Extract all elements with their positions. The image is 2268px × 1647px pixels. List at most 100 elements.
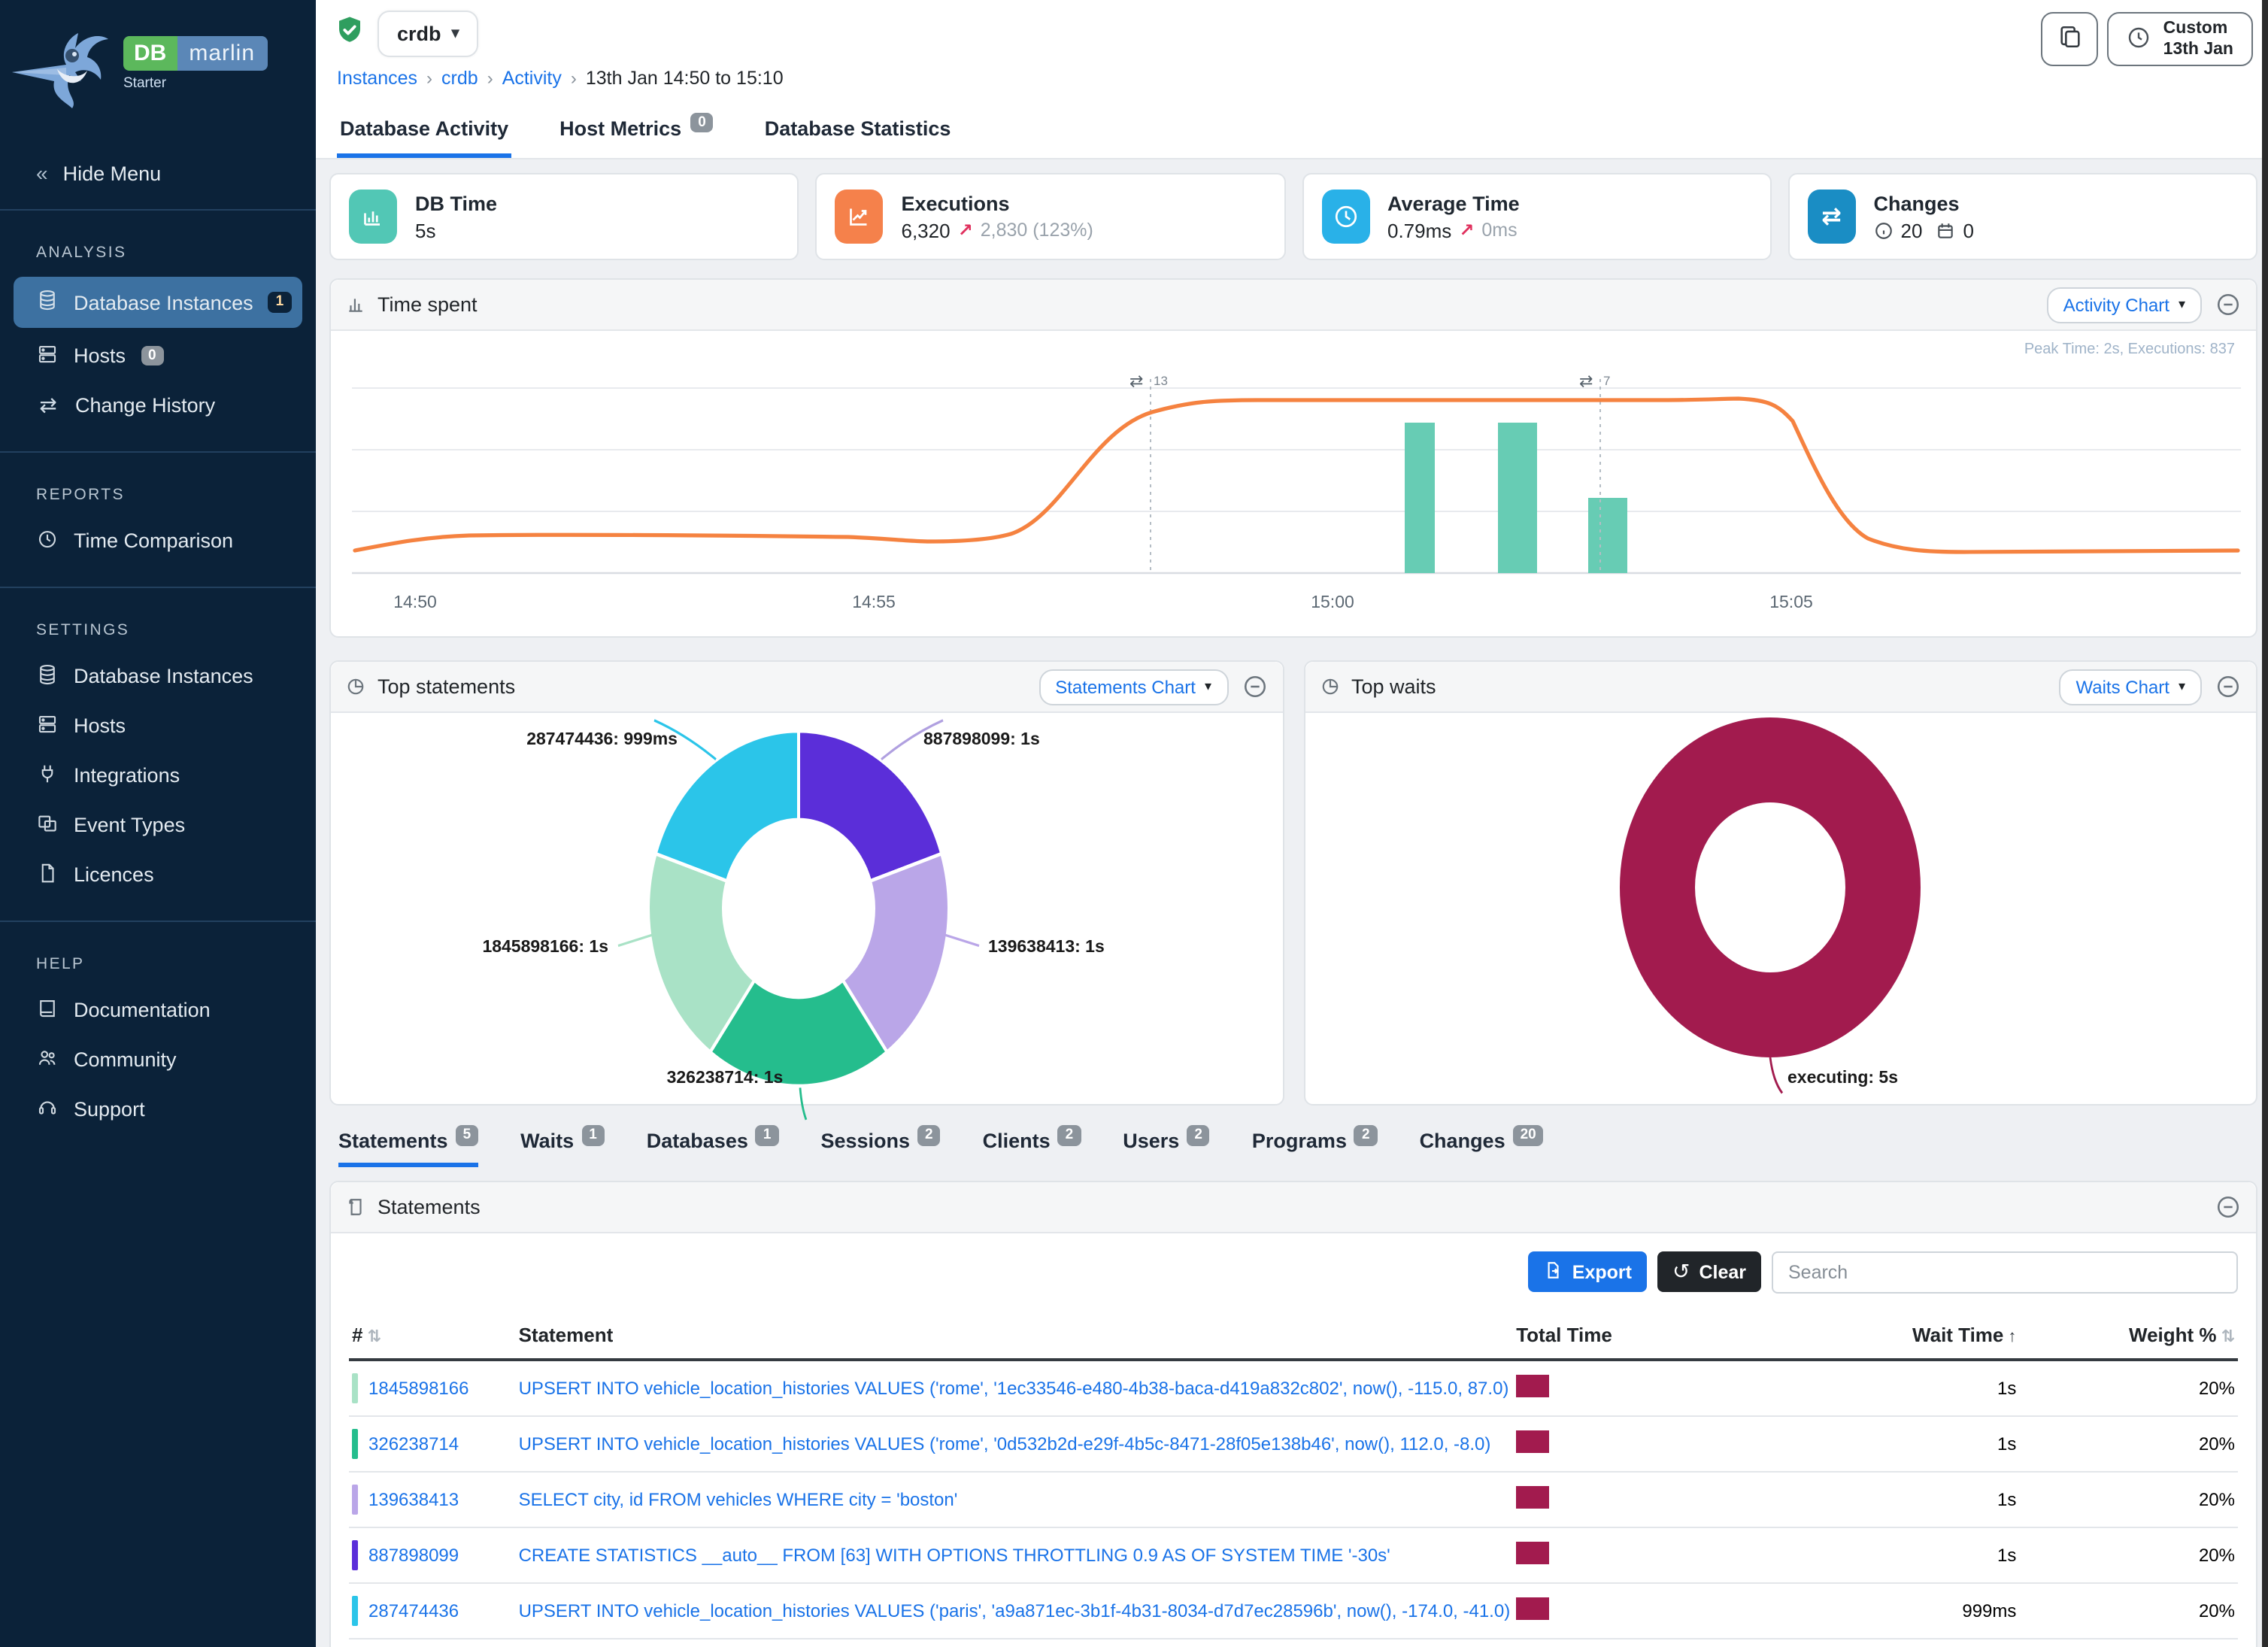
- donut-slice-287474436[interactable]: [653, 729, 800, 884]
- sidebar-item-documentation[interactable]: Documentation: [0, 985, 316, 1035]
- chevron-down-icon: ▾: [1204, 678, 1211, 693]
- minus-circle-icon[interactable]: [2215, 1194, 2241, 1220]
- tab-host-metrics[interactable]: Host Metrics 0: [556, 105, 717, 158]
- section-title: HELP: [36, 955, 85, 973]
- donut-slice-139638413[interactable]: [841, 851, 951, 1055]
- count-badge: 1: [755, 1125, 779, 1145]
- hide-menu-button[interactable]: « Hide Menu: [0, 140, 316, 211]
- count-badge: 20: [1512, 1125, 1544, 1145]
- clear-button[interactable]: ↺ Clear: [1657, 1251, 1761, 1292]
- pie-chart-icon: [346, 677, 365, 696]
- copy-link-button[interactable]: [2041, 12, 2099, 66]
- tab-clients[interactable]: Clients 2: [983, 1125, 1081, 1167]
- minus-circle-icon[interactable]: [1242, 674, 1267, 699]
- pie-chart-icon: [1320, 677, 1339, 696]
- waits-chart-selector[interactable]: Waits Chart ▾: [2059, 669, 2202, 705]
- logo-marlin-badge: marlin: [177, 36, 268, 71]
- statement-id-link[interactable]: 139638413: [368, 1489, 459, 1510]
- sidebar-item-label: Database Instances: [74, 665, 253, 687]
- sidebar-item-integrations[interactable]: Integrations: [0, 751, 316, 800]
- executions-bar: [1588, 498, 1627, 573]
- minus-circle-icon[interactable]: [2215, 674, 2241, 699]
- statement-id-link[interactable]: 887898099: [368, 1545, 459, 1566]
- search-input[interactable]: [1772, 1251, 2238, 1294]
- sort-icon: ⇅: [367, 1328, 381, 1346]
- sidebar-item-change-history[interactable]: ⇄ Change History: [0, 381, 316, 430]
- tab-database-activity[interactable]: Database Activity: [337, 105, 512, 158]
- statement-sql-link[interactable]: UPSERT INTO vehicle_location_histories V…: [518, 1600, 1511, 1621]
- tab-databases[interactable]: Databases 1: [646, 1125, 779, 1167]
- minus-circle-icon[interactable]: [2215, 292, 2241, 317]
- sidebar-item-settings-database-instances[interactable]: Database Instances: [0, 651, 316, 701]
- detail-tabs: Statements 5 Waits 1 Databases 1 Session…: [329, 1125, 2257, 1167]
- weight-cell: 20%: [2019, 1583, 2238, 1639]
- donut-label-326238714: 326238714: 1s: [666, 1069, 784, 1087]
- database-icon: [36, 663, 59, 690]
- count-badge: 2: [1187, 1125, 1210, 1145]
- donut-slice-326238714[interactable]: [708, 978, 890, 1088]
- time-range-line2: 13th Jan: [2163, 41, 2233, 59]
- wait-time-cell: 1s: [1801, 1416, 2020, 1473]
- donut-slice-887898099[interactable]: [797, 729, 944, 884]
- top-waits-header: Top waits Waits Chart ▾: [1305, 662, 2256, 713]
- time-spent-panel: Time spent Activity Chart ▾ Peak Time: 2…: [329, 278, 2257, 638]
- database-icon: [36, 289, 59, 316]
- sidebar-item-licences[interactable]: Licences: [0, 850, 316, 899]
- statement-id-link[interactable]: 326238714: [368, 1433, 459, 1454]
- donut-slice-executing[interactable]: [1619, 717, 1920, 1057]
- sidebar-item-community[interactable]: Community: [0, 1035, 316, 1084]
- weight-cell: 20%: [2019, 1416, 2238, 1473]
- time-range-button[interactable]: Custom 13th Jan: [2107, 12, 2253, 66]
- tab-users[interactable]: Users 2: [1123, 1125, 1210, 1167]
- tab-label: Databases: [646, 1130, 748, 1152]
- col-header-total-time[interactable]: Total Time: [1513, 1315, 1802, 1361]
- tab-sessions[interactable]: Sessions 2: [820, 1125, 941, 1167]
- tab-statements[interactable]: Statements 5: [338, 1125, 479, 1167]
- col-header-wait-time[interactable]: Wait Time ↑: [1801, 1315, 2020, 1361]
- export-button[interactable]: Export: [1528, 1251, 1647, 1292]
- tab-label: Database Statistics: [764, 117, 951, 140]
- leader-line: [799, 1087, 808, 1121]
- statement-sql-link[interactable]: SELECT city, id FROM vehicles WHERE city…: [518, 1489, 958, 1510]
- statement-id-link[interactable]: 1845898166: [368, 1378, 469, 1399]
- donut-slice-1845898166[interactable]: [647, 851, 757, 1055]
- sidebar-item-hosts[interactable]: Hosts 0: [0, 331, 316, 381]
- tab-programs[interactable]: Programs 2: [1252, 1125, 1378, 1167]
- breadcrumb: Instances › crdb › Activity › 13th Jan 1…: [334, 57, 784, 102]
- sidebar-item-label: Hosts: [74, 344, 126, 367]
- col-header-id[interactable]: # ⇅: [349, 1315, 516, 1361]
- tab-label: Sessions: [820, 1130, 911, 1152]
- tab-waits[interactable]: Waits 1: [520, 1125, 605, 1167]
- col-header-weight[interactable]: Weight % ⇅: [2019, 1315, 2238, 1361]
- statement-sql-link[interactable]: UPSERT INTO vehicle_location_histories V…: [518, 1378, 1509, 1399]
- statements-donut-chart[interactable]: 287474436: 999ms 887898099: 1s 184589816…: [331, 713, 1282, 1121]
- statement-id-link[interactable]: 287474436: [368, 1600, 459, 1621]
- tab-database-statistics[interactable]: Database Statistics: [762, 105, 954, 158]
- sidebar-item-label: Time Comparison: [74, 529, 234, 552]
- breadcrumb-link-activity[interactable]: Activity: [502, 68, 562, 89]
- leader-line: [617, 932, 658, 948]
- sidebar-item-support[interactable]: Support: [0, 1084, 316, 1134]
- time-spent-chart[interactable]: Peak Time: 2s, Executions: 837 ⇄ 13: [331, 331, 2256, 636]
- sidebar-item-settings-hosts[interactable]: Hosts: [0, 701, 316, 751]
- waits-donut-chart[interactable]: executing: 5s: [1305, 713, 2256, 1106]
- sidebar-item-time-comparison[interactable]: Time Comparison: [0, 516, 316, 566]
- stat-cards-row: DB Time 5s Executions 6,320 ↗ 2,830 (123…: [329, 173, 2257, 260]
- statements-chart-selector[interactable]: Statements Chart ▾: [1038, 669, 1228, 705]
- scrollbar[interactable]: [2262, 0, 2268, 1647]
- stat-card-executions: Executions 6,320 ↗ 2,830 (123%): [815, 173, 1285, 260]
- statement-sql-link[interactable]: CREATE STATISTICS __auto__ FROM [63] WIT…: [518, 1545, 1390, 1566]
- tab-changes[interactable]: Changes 20: [1420, 1125, 1544, 1167]
- x-tick: 15:00: [1311, 592, 1354, 611]
- col-header-statement[interactable]: Statement: [515, 1315, 1514, 1361]
- breadcrumb-link-crdb[interactable]: crdb: [441, 68, 478, 89]
- script-icon: [346, 1197, 365, 1217]
- people-icon: [36, 1046, 59, 1073]
- activity-chart-selector[interactable]: Activity Chart ▾: [2046, 287, 2202, 323]
- section-title: REPORTS: [36, 486, 125, 504]
- sidebar-item-database-instances[interactable]: Database Instances 1: [14, 277, 302, 328]
- sidebar-item-event-types[interactable]: Event Types: [0, 800, 316, 850]
- instance-selector-button[interactable]: crdb ▾: [377, 11, 479, 57]
- breadcrumb-link-instances[interactable]: Instances: [337, 68, 418, 89]
- statement-sql-link[interactable]: UPSERT INTO vehicle_location_histories V…: [518, 1433, 1491, 1454]
